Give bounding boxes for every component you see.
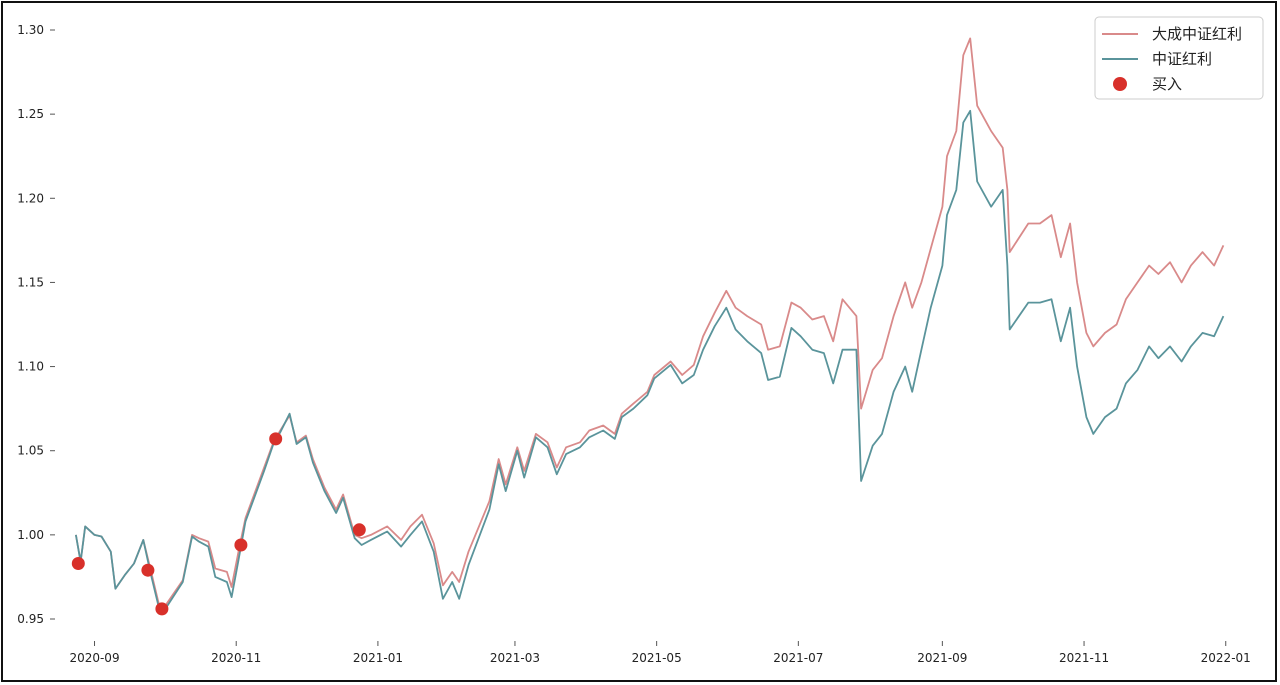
x-tick-label: 2020-11	[211, 651, 261, 665]
x-tick-label: 2021-11	[1059, 651, 1109, 665]
legend-label-index: 中证红利	[1152, 50, 1212, 68]
x-tick-label: 2022-01	[1201, 651, 1251, 665]
legend-swatch-buy	[1113, 77, 1127, 91]
x-tick-label: 2021-07	[773, 651, 823, 665]
buy-marker	[269, 432, 283, 446]
y-tick-label: 1.10	[17, 360, 44, 374]
y-tick-label: 1.20	[17, 191, 44, 205]
legend-label-fund: 大成中证红利	[1152, 25, 1242, 43]
legend-box	[1094, 16, 1264, 100]
y-tick-label: 1.05	[17, 444, 44, 458]
y-tick-label: 0.95	[17, 612, 44, 626]
legend-label-buy: 买入	[1152, 75, 1182, 93]
y-axis: 0.95 1.00 1.05 1.10 1.15 1.20 1.25 1.30	[17, 23, 55, 626]
x-tick-label: 2021-09	[917, 651, 967, 665]
y-tick-label: 1.15	[17, 275, 44, 289]
x-axis: 2020-09 2020-11 2021-01 2021-03 2021-05 2021-…	[69, 641, 1251, 665]
y-tick-label: 1.00	[17, 528, 44, 542]
buy-markers	[71, 432, 366, 616]
buy-marker	[141, 563, 155, 577]
x-tick-label: 2021-05	[632, 651, 682, 665]
buy-marker	[234, 538, 248, 552]
buy-marker	[155, 602, 169, 616]
legend: 大成中证红利 中证红利 买入	[1094, 16, 1264, 100]
index-line	[75, 109, 1225, 612]
buy-marker	[71, 557, 85, 570]
y-tick-label: 1.25	[17, 107, 44, 121]
x-tick-label: 2020-09	[69, 651, 119, 665]
x-tick-label: 2021-01	[353, 651, 403, 665]
y-tick-label: 1.30	[17, 23, 44, 37]
x-tick-label: 2021-03	[490, 651, 540, 665]
plot-lines	[75, 37, 1225, 612]
buy-marker	[352, 523, 366, 537]
fund-line	[75, 37, 1225, 609]
